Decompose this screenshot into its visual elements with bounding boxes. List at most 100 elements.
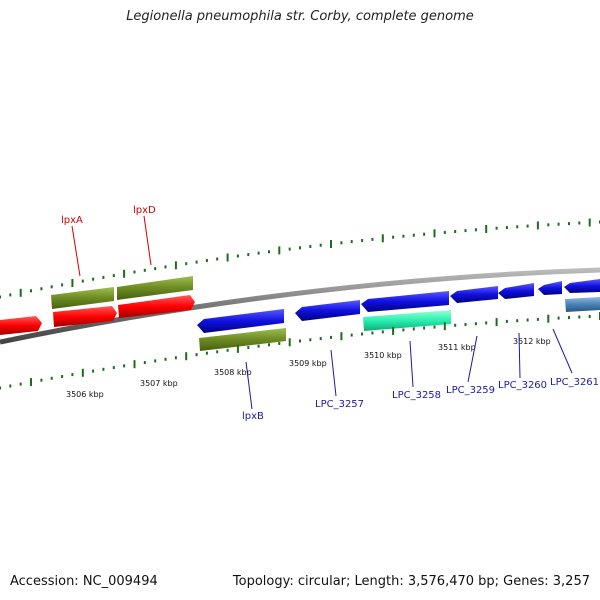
major-tick (278, 246, 281, 255)
minor-tick (557, 222, 560, 226)
gene-label-LPC_3261: LPC_3261 (550, 377, 599, 388)
minor-tick (361, 239, 364, 242)
major-tick (381, 234, 384, 243)
tick-label: 3508 kbp (214, 368, 252, 377)
minor-tick (412, 327, 415, 331)
major-tick (71, 279, 74, 287)
minor-tick (112, 274, 115, 278)
minor-tick (185, 262, 188, 266)
gene-arrow-lpxB (197, 309, 284, 333)
minor-tick (205, 259, 208, 262)
gene-label-LPC_3257: LPC_3257 (315, 399, 364, 410)
major-tick (588, 218, 591, 227)
minor-tick (547, 223, 550, 227)
accession-label: Accession: NC_009494 (10, 574, 158, 589)
cds-bar-lpxD (117, 276, 193, 300)
minor-tick (30, 289, 32, 293)
minor-tick (0, 295, 1, 299)
cds-bar-lpxA (51, 287, 114, 309)
major-tick (236, 344, 239, 353)
tick-label: 3511 kbp (438, 343, 476, 352)
minor-tick (92, 277, 95, 281)
minor-tick (371, 331, 374, 335)
minor-tick (516, 319, 519, 323)
minor-tick (309, 338, 312, 342)
minor-tick (568, 316, 570, 320)
minor-tick (247, 346, 250, 349)
major-tick (19, 288, 22, 297)
gene-arrow-red-left (0, 316, 42, 335)
major-tick (536, 221, 539, 230)
minor-tick (40, 287, 43, 291)
minor-tick (330, 335, 332, 339)
minor-tick (123, 364, 126, 368)
leader-line-LPC_3261 (552, 328, 573, 374)
minor-tick (495, 226, 498, 230)
minor-tick (454, 230, 457, 233)
major-tick (330, 240, 332, 248)
minor-tick (309, 245, 312, 248)
leader-line-lpxB (245, 361, 253, 410)
minor-tick (474, 322, 477, 326)
minor-tick (526, 318, 529, 322)
minor-tick (154, 267, 157, 271)
minor-tick (536, 317, 539, 321)
minor-tick (9, 293, 12, 297)
cds-bar-lpxB (199, 328, 286, 351)
minor-tick (226, 348, 229, 352)
major-tick (30, 378, 32, 387)
minor-tick (578, 221, 581, 225)
minor-tick (423, 326, 426, 330)
minor-tick (154, 359, 157, 363)
minor-tick (299, 246, 301, 250)
genome-title: Legionella pneumophila str. Corby, compl… (126, 9, 474, 24)
minor-tick (112, 366, 115, 370)
outer-tick-ring (0, 218, 600, 299)
minor-tick (319, 243, 322, 247)
gene-label-LPC_3258: LPC_3258 (392, 390, 441, 401)
minor-tick (143, 268, 146, 272)
gene-arrow-LPC_3258 (361, 291, 449, 312)
major-tick (433, 229, 436, 238)
major-tick (174, 261, 177, 270)
gene-arrow-LPC_3260 (498, 283, 534, 299)
minor-tick (102, 275, 105, 279)
major-tick (288, 338, 291, 347)
minor-tick (143, 361, 146, 365)
cds-bar-steelblue (565, 297, 600, 312)
major-tick (185, 352, 188, 361)
minor-tick (319, 337, 322, 341)
minor-tick (257, 344, 260, 348)
gene-label-LPC_3259: LPC_3259 (446, 385, 495, 396)
minor-tick (50, 376, 53, 380)
minor-tick (361, 332, 364, 336)
major-tick (392, 326, 395, 335)
major-tick (547, 314, 550, 323)
minor-tick (516, 225, 519, 229)
minor-tick (288, 247, 291, 251)
minor-tick (350, 240, 353, 244)
minor-tick (50, 285, 53, 289)
gene-label-lpxB: lpxB (242, 411, 264, 422)
major-tick (485, 225, 488, 233)
minor-tick (0, 386, 1, 390)
minor-tick (174, 356, 177, 360)
minor-tick (464, 323, 467, 326)
major-tick (495, 318, 498, 327)
minor-tick (268, 250, 270, 254)
minor-tick (423, 232, 426, 236)
minor-tick (236, 254, 239, 258)
inner-tick-ring (0, 312, 600, 390)
minor-tick (412, 233, 415, 237)
minor-tick (392, 235, 395, 239)
minor-tick (350, 333, 353, 337)
tick-label: 3509 kbp (289, 359, 327, 368)
gene-arrow-LPC_3259 (450, 286, 498, 303)
minor-tick (61, 283, 64, 287)
gene-label-lpxD: lpxD (133, 205, 156, 216)
minor-tick (299, 339, 301, 343)
major-tick (226, 253, 229, 262)
minor-tick (557, 316, 560, 320)
minor-tick (164, 357, 167, 361)
gene-arrow-LPC_3261 (538, 281, 562, 295)
